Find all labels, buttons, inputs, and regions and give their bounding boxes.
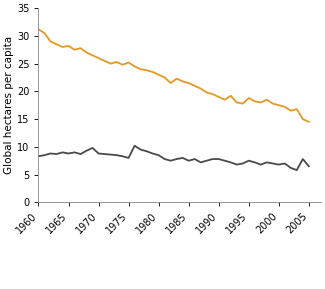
Biocapacity	[193, 84, 197, 88]
Ecological footprint	[163, 157, 167, 161]
Ecological footprint	[97, 152, 100, 155]
Biocapacity	[217, 95, 221, 99]
Line: Biocapacity: Biocapacity	[38, 29, 309, 122]
Ecological footprint	[48, 152, 52, 155]
Biocapacity	[163, 76, 167, 79]
Ecological footprint	[301, 157, 305, 161]
Ecological footprint	[67, 152, 71, 155]
Line: Ecological footprint: Ecological footprint	[38, 146, 309, 170]
Biocapacity	[247, 96, 251, 100]
Biocapacity	[169, 81, 173, 85]
Biocapacity	[229, 94, 233, 98]
Ecological footprint	[187, 159, 191, 162]
Biocapacity	[151, 70, 155, 74]
Ecological footprint	[91, 146, 95, 150]
Ecological footprint	[205, 159, 209, 162]
Ecological footprint	[175, 157, 179, 161]
Ecological footprint	[259, 163, 263, 166]
Biocapacity	[211, 92, 214, 96]
Biocapacity	[271, 102, 275, 105]
Ecological footprint	[241, 162, 245, 165]
Ecological footprint	[60, 151, 64, 154]
Biocapacity	[127, 61, 131, 64]
Biocapacity	[133, 65, 136, 68]
Ecological footprint	[151, 152, 155, 155]
Biocapacity	[241, 102, 245, 105]
Ecological footprint	[43, 153, 46, 157]
Ecological footprint	[223, 159, 227, 162]
Ecological footprint	[295, 168, 299, 172]
Ecological footprint	[181, 156, 185, 160]
Biocapacity	[307, 120, 311, 124]
Biocapacity	[139, 67, 143, 71]
Biocapacity	[36, 27, 40, 31]
Ecological footprint	[289, 166, 293, 170]
Biocapacity	[145, 68, 149, 72]
Ecological footprint	[133, 144, 136, 147]
Ecological footprint	[103, 152, 107, 156]
Biocapacity	[199, 87, 202, 90]
Biocapacity	[295, 108, 299, 111]
Ecological footprint	[157, 153, 161, 157]
Ecological footprint	[72, 151, 76, 154]
Ecological footprint	[199, 161, 202, 164]
Biocapacity	[157, 73, 161, 77]
Ecological footprint	[247, 159, 251, 162]
Biocapacity	[60, 45, 64, 49]
Y-axis label: Global hectares per capita: Global hectares per capita	[4, 36, 14, 174]
Biocapacity	[97, 56, 100, 60]
Ecological footprint	[271, 162, 275, 165]
Ecological footprint	[36, 155, 40, 158]
Biocapacity	[205, 91, 209, 94]
Biocapacity	[259, 101, 263, 104]
Biocapacity	[79, 46, 83, 50]
Biocapacity	[301, 117, 305, 121]
Ecological footprint	[79, 152, 83, 156]
Biocapacity	[277, 103, 281, 107]
Biocapacity	[265, 98, 269, 101]
Biocapacity	[115, 60, 119, 64]
Ecological footprint	[235, 163, 239, 166]
Ecological footprint	[139, 148, 143, 151]
Biocapacity	[235, 101, 239, 104]
Biocapacity	[55, 42, 58, 46]
Ecological footprint	[265, 161, 269, 164]
Biocapacity	[48, 40, 52, 43]
Biocapacity	[84, 51, 88, 54]
Ecological footprint	[121, 155, 124, 158]
Biocapacity	[283, 105, 287, 109]
Biocapacity	[67, 44, 71, 48]
Biocapacity	[121, 63, 124, 66]
Ecological footprint	[115, 153, 119, 157]
Ecological footprint	[169, 159, 173, 162]
Biocapacity	[187, 81, 191, 85]
Ecological footprint	[217, 157, 221, 161]
Biocapacity	[289, 109, 293, 112]
Ecological footprint	[145, 149, 149, 153]
Biocapacity	[91, 53, 95, 57]
Biocapacity	[109, 62, 112, 65]
Ecological footprint	[109, 153, 112, 156]
Biocapacity	[175, 77, 179, 80]
Ecological footprint	[307, 164, 311, 168]
Ecological footprint	[211, 157, 214, 161]
Ecological footprint	[127, 156, 131, 160]
Ecological footprint	[253, 161, 257, 164]
Ecological footprint	[84, 149, 88, 153]
Ecological footprint	[193, 157, 197, 161]
Biocapacity	[181, 80, 185, 83]
Ecological footprint	[55, 152, 58, 156]
Ecological footprint	[283, 162, 287, 165]
Biocapacity	[103, 59, 107, 63]
Ecological footprint	[277, 163, 281, 166]
Biocapacity	[43, 32, 46, 35]
Ecological footprint	[229, 161, 233, 164]
Biocapacity	[253, 100, 257, 103]
Biocapacity	[223, 98, 227, 101]
Biocapacity	[72, 48, 76, 51]
